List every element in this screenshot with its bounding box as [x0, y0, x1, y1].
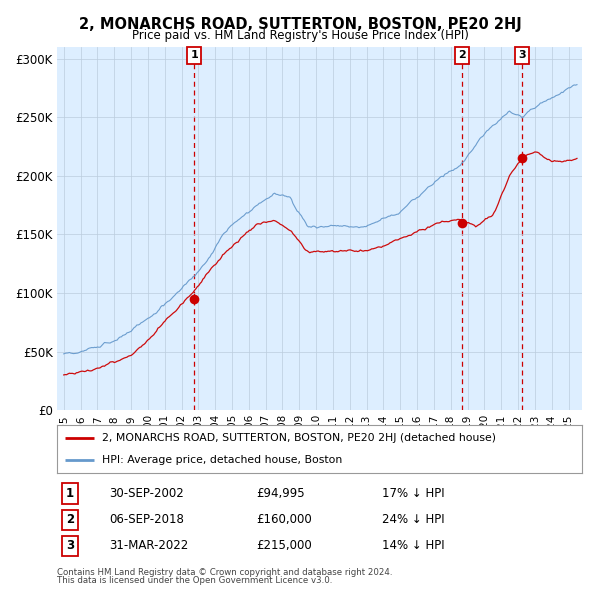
Text: 1: 1: [190, 50, 198, 60]
Text: £160,000: £160,000: [257, 513, 312, 526]
Text: 2, MONARCHS ROAD, SUTTERTON, BOSTON, PE20 2HJ: 2, MONARCHS ROAD, SUTTERTON, BOSTON, PE2…: [79, 17, 521, 31]
Text: 17% ↓ HPI: 17% ↓ HPI: [383, 487, 445, 500]
Text: HPI: Average price, detached house, Boston: HPI: Average price, detached house, Bost…: [101, 455, 342, 465]
Text: 1: 1: [66, 487, 74, 500]
Text: 2: 2: [458, 50, 466, 60]
Text: 2, MONARCHS ROAD, SUTTERTON, BOSTON, PE20 2HJ (detached house): 2, MONARCHS ROAD, SUTTERTON, BOSTON, PE2…: [101, 433, 496, 443]
Text: £215,000: £215,000: [257, 539, 312, 552]
Text: 24% ↓ HPI: 24% ↓ HPI: [383, 513, 445, 526]
Text: £94,995: £94,995: [257, 487, 305, 500]
Text: 30-SEP-2002: 30-SEP-2002: [110, 487, 184, 500]
Text: 06-SEP-2018: 06-SEP-2018: [110, 513, 184, 526]
Text: 3: 3: [518, 50, 526, 60]
Text: 31-MAR-2022: 31-MAR-2022: [110, 539, 189, 552]
Text: 14% ↓ HPI: 14% ↓ HPI: [383, 539, 445, 552]
Text: Price paid vs. HM Land Registry's House Price Index (HPI): Price paid vs. HM Land Registry's House …: [131, 30, 469, 42]
Text: 2: 2: [66, 513, 74, 526]
Text: Contains HM Land Registry data © Crown copyright and database right 2024.: Contains HM Land Registry data © Crown c…: [57, 568, 392, 576]
Text: 3: 3: [66, 539, 74, 552]
Text: This data is licensed under the Open Government Licence v3.0.: This data is licensed under the Open Gov…: [57, 576, 332, 585]
